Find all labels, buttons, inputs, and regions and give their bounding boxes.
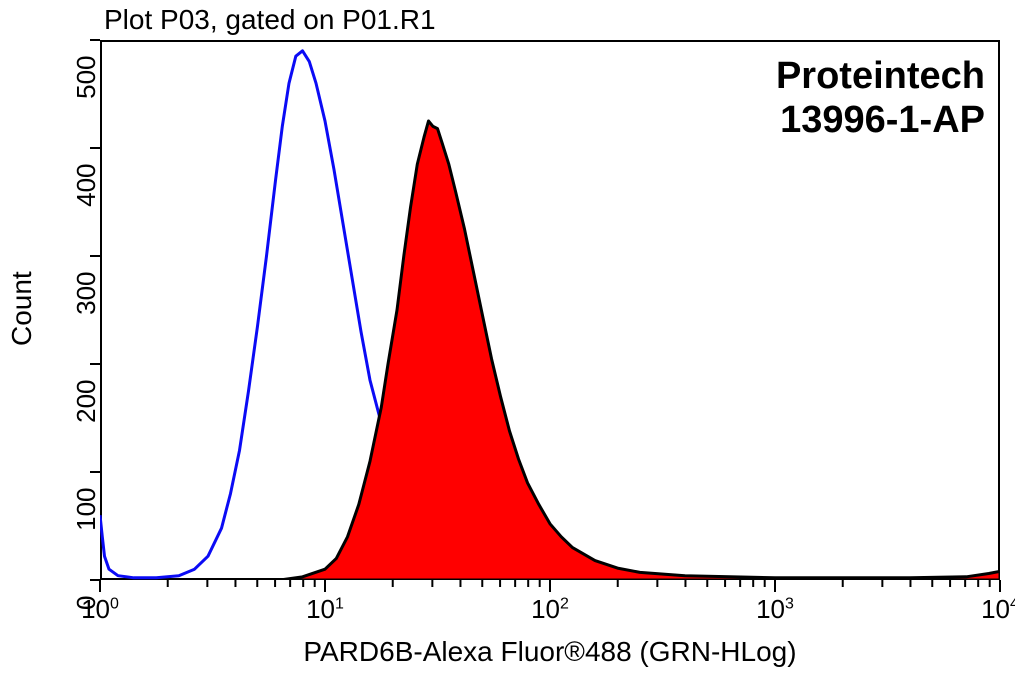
y-tick-label: 100: [71, 488, 102, 531]
x-tick-label: 102: [525, 594, 575, 625]
chart-container: Plot P03, gated on P01.R1 Count PARD6B-A…: [0, 0, 1015, 683]
y-tick-label: 200: [71, 380, 102, 423]
x-tick-label: 100: [75, 594, 125, 625]
x-tick-label: 103: [750, 594, 800, 625]
y-tick-label: 500: [71, 56, 102, 99]
y-tick-label: 400: [71, 164, 102, 207]
x-tick-label: 101: [300, 594, 350, 625]
y-tick-label: 300: [71, 272, 102, 315]
chart-svg: [0, 0, 1015, 683]
x-tick-label: 104: [975, 594, 1015, 625]
